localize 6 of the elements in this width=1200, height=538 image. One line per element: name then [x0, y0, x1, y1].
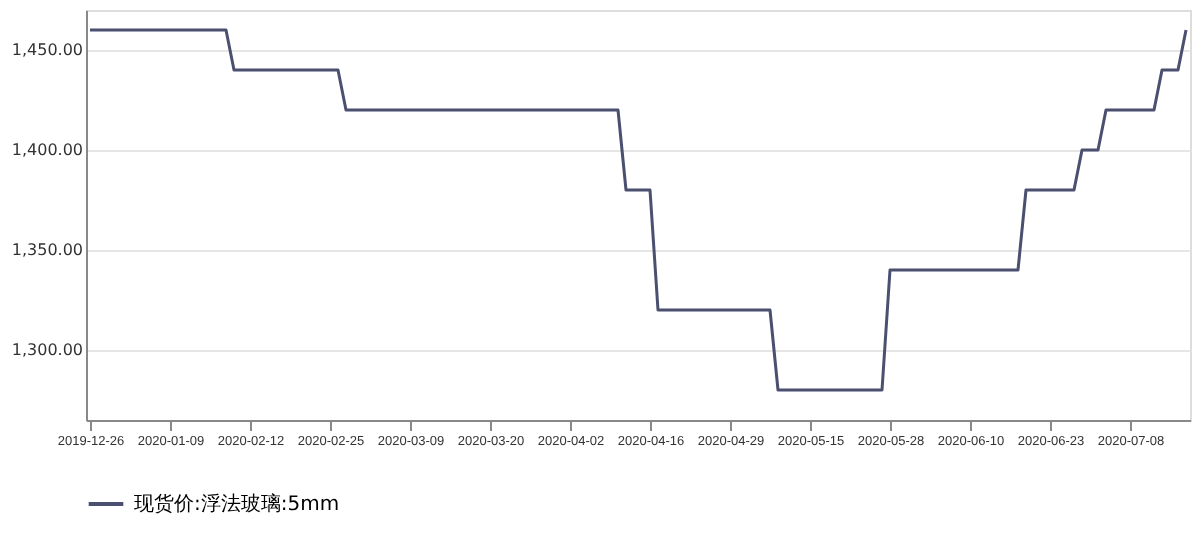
line-series: [88, 28, 1188, 392]
legend-label: 现货价:浮法玻璃:5mm: [134, 492, 340, 516]
y-tick-label: 1,300.00: [11, 341, 83, 359]
y-tick-label: 1,450.00: [11, 41, 83, 59]
y-tick-label: 1,400.00: [11, 141, 83, 159]
y-tick-label: 1,350.00: [11, 241, 83, 259]
